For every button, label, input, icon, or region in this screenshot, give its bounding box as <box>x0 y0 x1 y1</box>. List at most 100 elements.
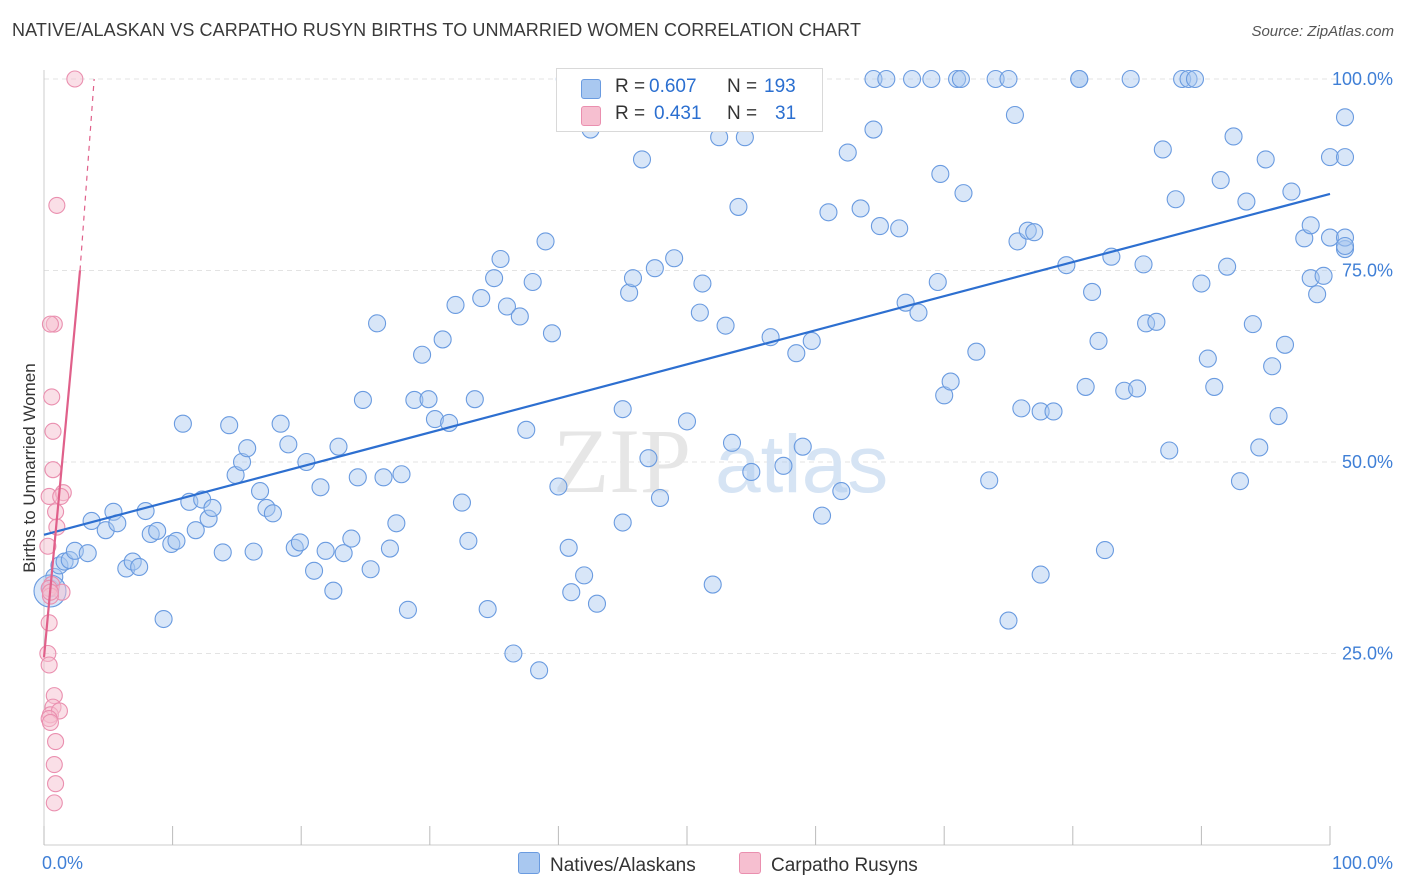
data-point-natives <box>1166 190 1185 209</box>
legend-swatch-natives <box>581 79 601 99</box>
data-point-natives <box>559 538 578 557</box>
data-point-natives <box>575 566 594 585</box>
bottom-legend-rusyns: Carpatho Rusyns <box>739 852 918 877</box>
data-point-natives <box>928 272 947 292</box>
x-tick-label: 0.0% <box>42 853 83 873</box>
legend-n-label: N = <box>727 103 758 124</box>
data-point-natives <box>665 249 684 268</box>
data-point-natives <box>446 295 465 315</box>
data-point-natives <box>353 390 372 410</box>
data-point-rusyns <box>43 388 61 406</box>
data-point-natives <box>1224 127 1243 146</box>
data-point-natives <box>948 69 967 89</box>
legend-n-value-natives: 193 <box>764 76 796 97</box>
x-tick-label: 100.0% <box>1332 853 1393 873</box>
data-point-natives <box>1263 357 1282 376</box>
data-point-natives <box>361 560 380 579</box>
data-point-natives <box>1335 108 1355 127</box>
data-point-natives <box>967 342 986 361</box>
data-point-natives <box>787 344 806 363</box>
data-point-natives <box>802 331 821 351</box>
data-point-natives <box>523 272 542 292</box>
legend-r-value-rusyns: 0.431 <box>654 103 702 124</box>
data-point-natives <box>1076 377 1095 396</box>
data-point-natives <box>677 412 697 431</box>
data-point-natives <box>173 414 192 433</box>
data-point-natives <box>244 542 263 561</box>
data-point-natives <box>342 529 361 548</box>
data-point-natives <box>1083 282 1102 301</box>
trend-lines <box>42 78 1331 658</box>
data-point-rusyns <box>45 756 63 774</box>
y-tick-label: 25.0% <box>1342 644 1393 664</box>
data-point-natives <box>793 437 812 456</box>
data-point-natives <box>931 164 950 184</box>
data-point-natives <box>870 217 889 236</box>
data-point-natives <box>60 550 79 570</box>
data-point-natives <box>148 521 167 540</box>
data-point-natives <box>271 414 290 433</box>
data-point-natives <box>703 575 722 594</box>
data-point-natives <box>465 390 484 409</box>
data-point-natives <box>999 611 1018 630</box>
data-point-natives <box>1185 69 1205 89</box>
data-point-natives <box>623 269 643 288</box>
data-point-natives <box>316 541 335 560</box>
data-point-natives <box>729 197 748 216</box>
data-point-natives <box>1237 192 1256 211</box>
data-point-natives <box>613 513 632 532</box>
y-axis-title: Births to Unmarried Women <box>20 363 39 573</box>
data-point-natives <box>368 314 387 333</box>
data-point-natives <box>1134 255 1153 274</box>
watermark-atlas: atlas <box>715 419 888 510</box>
data-point-natives <box>419 390 438 409</box>
data-point-natives <box>902 69 922 89</box>
y-tick-label: 75.0% <box>1342 261 1393 281</box>
data-point-natives <box>549 477 568 496</box>
data-point-natives <box>329 437 348 456</box>
data-point-natives <box>279 435 298 454</box>
data-point-natives <box>203 498 222 518</box>
data-point-natives <box>510 307 529 326</box>
data-point-natives <box>812 506 832 525</box>
data-point-natives <box>832 482 851 501</box>
data-point-rusyns <box>40 656 58 674</box>
data-point-natives <box>877 69 896 89</box>
data-point-natives <box>1198 349 1217 368</box>
data-point-natives <box>645 259 664 278</box>
data-point-natives <box>693 274 712 293</box>
legend-n-label: N = <box>727 76 758 97</box>
data-point-natives <box>263 504 282 523</box>
data-point-natives <box>1205 377 1224 396</box>
data-point-natives <box>374 468 393 487</box>
data-point-natives <box>587 594 607 613</box>
data-point-natives <box>1095 541 1114 560</box>
data-point-rusyns <box>44 422 62 440</box>
data-point-natives <box>1282 182 1301 201</box>
data-point-natives <box>1128 379 1147 398</box>
legend-r-label: R = <box>615 103 646 124</box>
bottom-legend-label-rusyns: Carpatho Rusyns <box>771 855 918 876</box>
data-point-natives <box>1179 69 1198 89</box>
data-point-natives <box>1301 216 1320 235</box>
data-point-natives <box>632 150 652 169</box>
data-point-natives <box>1160 441 1179 460</box>
data-point-natives <box>425 410 444 429</box>
data-point-natives <box>387 514 406 533</box>
data-point-natives <box>1218 257 1237 276</box>
data-point-natives <box>1320 228 1340 247</box>
data-point-natives <box>980 471 999 490</box>
data-point-natives <box>639 449 658 468</box>
data-point-natives <box>517 420 536 439</box>
data-point-rusyns <box>41 315 59 333</box>
data-point-natives <box>864 120 883 139</box>
stats-legend: R = 0.607 N = 193 R = 0.431 N = 31 <box>556 68 823 132</box>
data-point-natives <box>1335 236 1355 256</box>
data-point-natives <box>1269 406 1288 426</box>
data-point-natives <box>1173 69 1192 89</box>
data-point-natives <box>96 521 115 540</box>
data-point-natives <box>864 69 883 89</box>
data-point-natives <box>497 297 517 316</box>
trend-line-rusyns <box>42 270 82 658</box>
